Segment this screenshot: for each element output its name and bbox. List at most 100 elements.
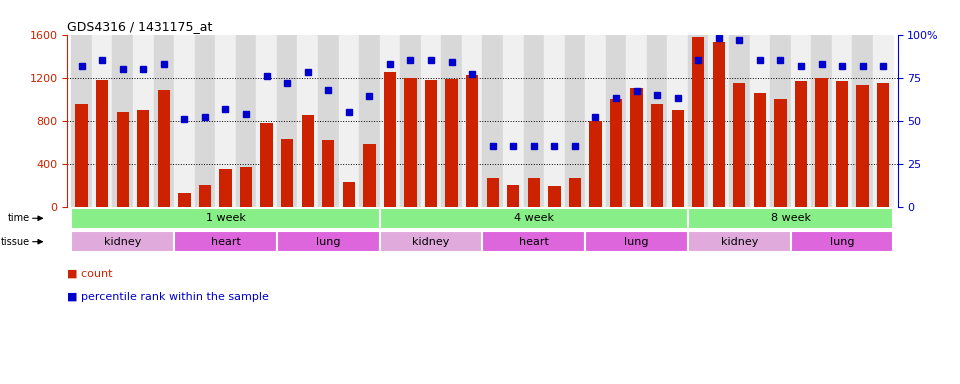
Bar xyxy=(770,35,791,207)
Bar xyxy=(71,231,174,252)
Bar xyxy=(811,35,831,207)
Bar xyxy=(688,208,894,229)
Bar xyxy=(445,79,458,207)
Bar xyxy=(318,35,339,207)
Bar xyxy=(688,231,791,252)
Bar xyxy=(606,35,626,207)
Bar xyxy=(276,35,298,207)
Text: kidney: kidney xyxy=(104,237,141,247)
Text: 8 week: 8 week xyxy=(771,213,810,223)
Text: heart: heart xyxy=(210,237,240,247)
Bar xyxy=(503,35,523,207)
Bar xyxy=(96,80,108,207)
Bar xyxy=(442,35,462,207)
Text: time: time xyxy=(8,213,30,223)
Bar xyxy=(729,35,750,207)
Bar xyxy=(647,35,667,207)
Bar xyxy=(836,81,849,207)
Bar xyxy=(589,121,602,207)
Bar xyxy=(179,192,190,207)
Text: 1 week: 1 week xyxy=(205,213,246,223)
Bar xyxy=(301,115,314,207)
Bar xyxy=(343,182,355,207)
Bar xyxy=(528,177,540,207)
Bar xyxy=(487,177,499,207)
Bar xyxy=(544,35,564,207)
Bar xyxy=(482,35,503,207)
Bar xyxy=(750,35,770,207)
Bar xyxy=(199,185,211,207)
Bar xyxy=(404,78,417,207)
Text: lung: lung xyxy=(829,237,854,247)
Bar xyxy=(215,35,236,207)
Bar xyxy=(651,104,663,207)
Bar xyxy=(523,35,544,207)
Bar xyxy=(626,35,647,207)
Bar xyxy=(92,35,112,207)
Bar xyxy=(260,123,273,207)
Bar xyxy=(791,231,894,252)
Bar xyxy=(359,35,379,207)
Bar xyxy=(610,99,622,207)
Bar xyxy=(195,35,215,207)
Bar xyxy=(112,35,133,207)
Bar xyxy=(568,177,581,207)
Bar xyxy=(852,35,873,207)
Bar xyxy=(692,37,705,207)
Bar xyxy=(76,104,87,207)
Bar xyxy=(379,208,688,229)
Bar xyxy=(157,91,170,207)
Bar xyxy=(379,231,482,252)
Text: lung: lung xyxy=(624,237,649,247)
Bar xyxy=(548,186,561,207)
Bar xyxy=(815,78,828,207)
Bar xyxy=(71,208,379,229)
Bar xyxy=(688,35,708,207)
Bar xyxy=(631,88,643,207)
Bar xyxy=(363,144,375,207)
Bar xyxy=(298,35,318,207)
Bar xyxy=(256,35,276,207)
Bar xyxy=(482,231,586,252)
Bar xyxy=(379,35,400,207)
Bar xyxy=(281,139,294,207)
Bar xyxy=(240,167,252,207)
Bar xyxy=(276,231,379,252)
Bar xyxy=(137,110,150,207)
Text: heart: heart xyxy=(518,237,549,247)
Text: ■ count: ■ count xyxy=(67,269,112,279)
Bar xyxy=(586,231,688,252)
Bar xyxy=(754,93,766,207)
Bar xyxy=(236,35,256,207)
Text: kidney: kidney xyxy=(721,237,758,247)
Text: kidney: kidney xyxy=(413,237,449,247)
Bar xyxy=(873,35,894,207)
Bar xyxy=(712,42,725,207)
Bar xyxy=(466,75,478,207)
Bar xyxy=(733,83,746,207)
Bar xyxy=(877,83,889,207)
Bar xyxy=(667,35,688,207)
Text: tissue: tissue xyxy=(1,237,30,247)
Bar xyxy=(671,110,684,207)
Bar xyxy=(564,35,586,207)
Bar xyxy=(174,231,276,252)
Bar xyxy=(384,72,396,207)
Bar xyxy=(856,85,869,207)
Text: lung: lung xyxy=(316,237,341,247)
Bar xyxy=(219,169,231,207)
Bar xyxy=(174,35,195,207)
Bar xyxy=(791,35,811,207)
Bar xyxy=(507,185,519,207)
Bar xyxy=(322,140,334,207)
Bar xyxy=(775,99,786,207)
Bar xyxy=(71,35,92,207)
Bar xyxy=(831,35,852,207)
Text: ■ percentile rank within the sample: ■ percentile rank within the sample xyxy=(67,292,269,302)
Bar xyxy=(400,35,420,207)
Text: 4 week: 4 week xyxy=(514,213,554,223)
Bar xyxy=(154,35,174,207)
Bar xyxy=(339,35,359,207)
Text: GDS4316 / 1431175_at: GDS4316 / 1431175_at xyxy=(67,20,212,33)
Bar xyxy=(425,80,437,207)
